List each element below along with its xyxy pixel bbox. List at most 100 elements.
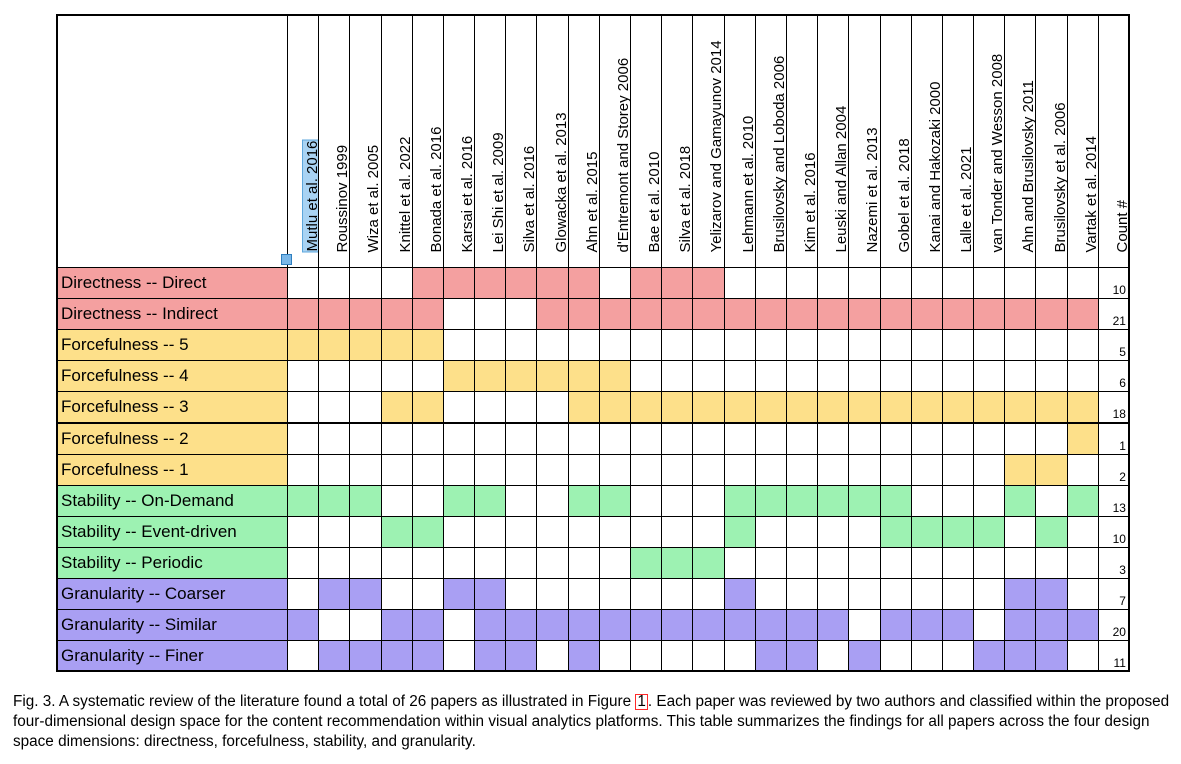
count-cell: 20 [1097, 609, 1130, 642]
marked-cell [817, 484, 850, 517]
paper-header: Ahn et al. 2015 [567, 14, 601, 268]
empty-cell [692, 453, 725, 486]
empty-cell [692, 422, 725, 455]
empty-cell [941, 360, 975, 393]
marked-cell [442, 360, 476, 393]
count-cell: 10 [1097, 267, 1130, 300]
paper-header: Mutlu et al. 2016 [281, 14, 323, 268]
marked-cell [754, 391, 787, 424]
count-cell: 2 [1097, 453, 1130, 486]
empty-cell [349, 360, 382, 393]
empty-cell [598, 546, 632, 579]
marked-cell [848, 484, 881, 517]
paper-header: Roussinov 1999 [318, 14, 351, 268]
marked-cell [567, 267, 600, 300]
empty-cell [1066, 578, 1099, 611]
comment-marker-icon[interactable] [281, 254, 292, 265]
marked-cell [661, 391, 694, 424]
empty-cell [692, 640, 725, 673]
empty-cell [785, 578, 819, 611]
empty-cell [505, 578, 538, 611]
row-label: Stability -- Event-driven [61, 521, 237, 541]
empty-cell [598, 267, 632, 300]
empty-cell [754, 578, 787, 611]
marked-cell [536, 360, 569, 393]
empty-cell [754, 267, 787, 300]
marked-cell [287, 484, 320, 517]
marked-cell [817, 391, 850, 424]
row-label: Directness -- Indirect [61, 304, 218, 324]
marked-cell [785, 298, 819, 331]
empty-cell [505, 329, 538, 362]
marked-cell [941, 609, 975, 642]
empty-cell [941, 484, 975, 517]
figure-reference-link[interactable]: 1 [635, 693, 648, 710]
empty-cell [1004, 515, 1037, 548]
empty-cell [910, 329, 943, 362]
empty-cell [879, 453, 912, 486]
empty-cell [692, 329, 725, 362]
row-label-cell: Forcefulness -- 4 [56, 360, 288, 393]
marked-cell [785, 484, 819, 517]
marked-cell [1066, 422, 1099, 455]
marked-cell [910, 298, 943, 331]
paper-header: Kanai and Hakozaki 2000 [910, 14, 944, 268]
empty-cell [941, 267, 975, 300]
marked-cell [474, 360, 507, 393]
empty-cell [318, 422, 351, 455]
marked-cell [1066, 391, 1099, 424]
marked-cell [380, 515, 413, 548]
row-count: 6 [1119, 376, 1126, 391]
marked-cell [411, 515, 444, 548]
empty-cell [630, 360, 663, 393]
paper-header: Silva et al. 2016 [505, 14, 538, 268]
marked-cell [1004, 640, 1037, 673]
row-label: Forcefulness -- 4 [61, 366, 189, 386]
marked-cell [505, 640, 538, 673]
empty-cell [692, 578, 725, 611]
marked-cell [349, 298, 382, 331]
empty-cell [879, 267, 912, 300]
empty-cell [848, 546, 881, 579]
empty-cell [1004, 422, 1037, 455]
marked-cell [567, 391, 600, 424]
empty-cell [941, 578, 975, 611]
empty-cell [287, 640, 320, 673]
row-label-cell: Stability -- Periodic [56, 546, 288, 579]
empty-cell [941, 453, 975, 486]
empty-cell [505, 484, 538, 517]
empty-cell [349, 422, 382, 455]
marked-cell [661, 298, 694, 331]
marked-cell [910, 391, 943, 424]
empty-cell [1066, 453, 1099, 486]
empty-cell [380, 546, 413, 579]
marked-cell [598, 298, 632, 331]
empty-cell [567, 453, 600, 486]
empty-cell [318, 453, 351, 486]
empty-cell [598, 422, 632, 455]
empty-cell [380, 360, 413, 393]
empty-cell [848, 267, 881, 300]
marked-cell [474, 609, 507, 642]
row-label-cell: Forcefulness -- 3 [56, 391, 288, 424]
empty-cell [817, 515, 850, 548]
marked-cell [723, 484, 756, 517]
row-label: Granularity -- Finer [61, 646, 204, 666]
empty-cell [630, 640, 663, 673]
empty-cell [318, 515, 351, 548]
empty-cell [318, 546, 351, 579]
empty-cell [817, 422, 850, 455]
row-label-cell: Stability -- On-Demand [56, 484, 288, 517]
count-cell: 18 [1097, 391, 1130, 424]
empty-cell [505, 391, 538, 424]
marked-cell [474, 640, 507, 673]
empty-cell [754, 515, 787, 548]
count-cell: 6 [1097, 360, 1130, 393]
empty-cell [941, 546, 975, 579]
marked-cell [1035, 578, 1068, 611]
empty-cell [661, 640, 694, 673]
marked-cell [630, 546, 663, 579]
marked-cell [287, 609, 320, 642]
empty-cell [910, 453, 943, 486]
row-label-cell: Granularity -- Finer [56, 640, 288, 673]
